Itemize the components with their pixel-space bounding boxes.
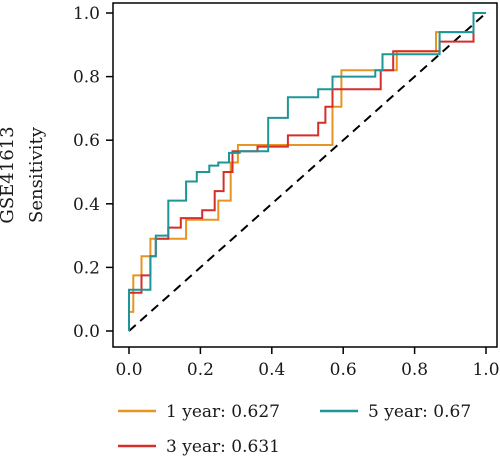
diagonal-reference-line	[128, 12, 487, 332]
y-tick-label: 0.0	[73, 322, 100, 342]
y-tick-label: 0.6	[73, 131, 100, 151]
x-tick-label: 1.0	[472, 360, 499, 380]
roc-series-line-3	[128, 12, 486, 331]
legend-label: 3 year: 0.631	[166, 437, 280, 457]
dataset-label: GSE41613	[0, 126, 18, 223]
y-tick-label: 0.2	[73, 258, 100, 278]
y-tick-label: 0.4	[73, 195, 100, 215]
x-tick-label: 0.0	[115, 360, 142, 380]
x-tick-label: 0.4	[258, 360, 285, 380]
legend-label: 5 year: 0.67	[368, 402, 471, 422]
y-tick-label: 1.0	[73, 4, 100, 24]
y-axis: 0.0 0.2 0.4 0.6 0.8 1.0	[73, 4, 113, 342]
plot-frame	[112, 2, 498, 348]
series-layer	[128, 12, 486, 331]
x-tick-label: 0.6	[330, 360, 357, 380]
x-axis: 0.0 0.2 0.4 0.6 0.8 1.0	[115, 347, 500, 380]
x-tick-label: 0.2	[187, 360, 214, 380]
legend: 1 year: 0.627 3 year: 0.631 5 year: 0.67	[118, 402, 471, 457]
y-tick-label: 0.8	[73, 68, 100, 88]
legend-label: 1 year: 0.627	[166, 402, 280, 422]
plot-area	[112, 2, 498, 348]
legend-item-3: 5 year: 0.67	[320, 402, 471, 422]
x-tick-label: 0.8	[401, 360, 428, 380]
y-axis-label: Sensitivity	[26, 126, 47, 223]
legend-item-1: 1 year: 0.627	[118, 402, 280, 422]
legend-item-2: 3 year: 0.631	[118, 437, 280, 457]
